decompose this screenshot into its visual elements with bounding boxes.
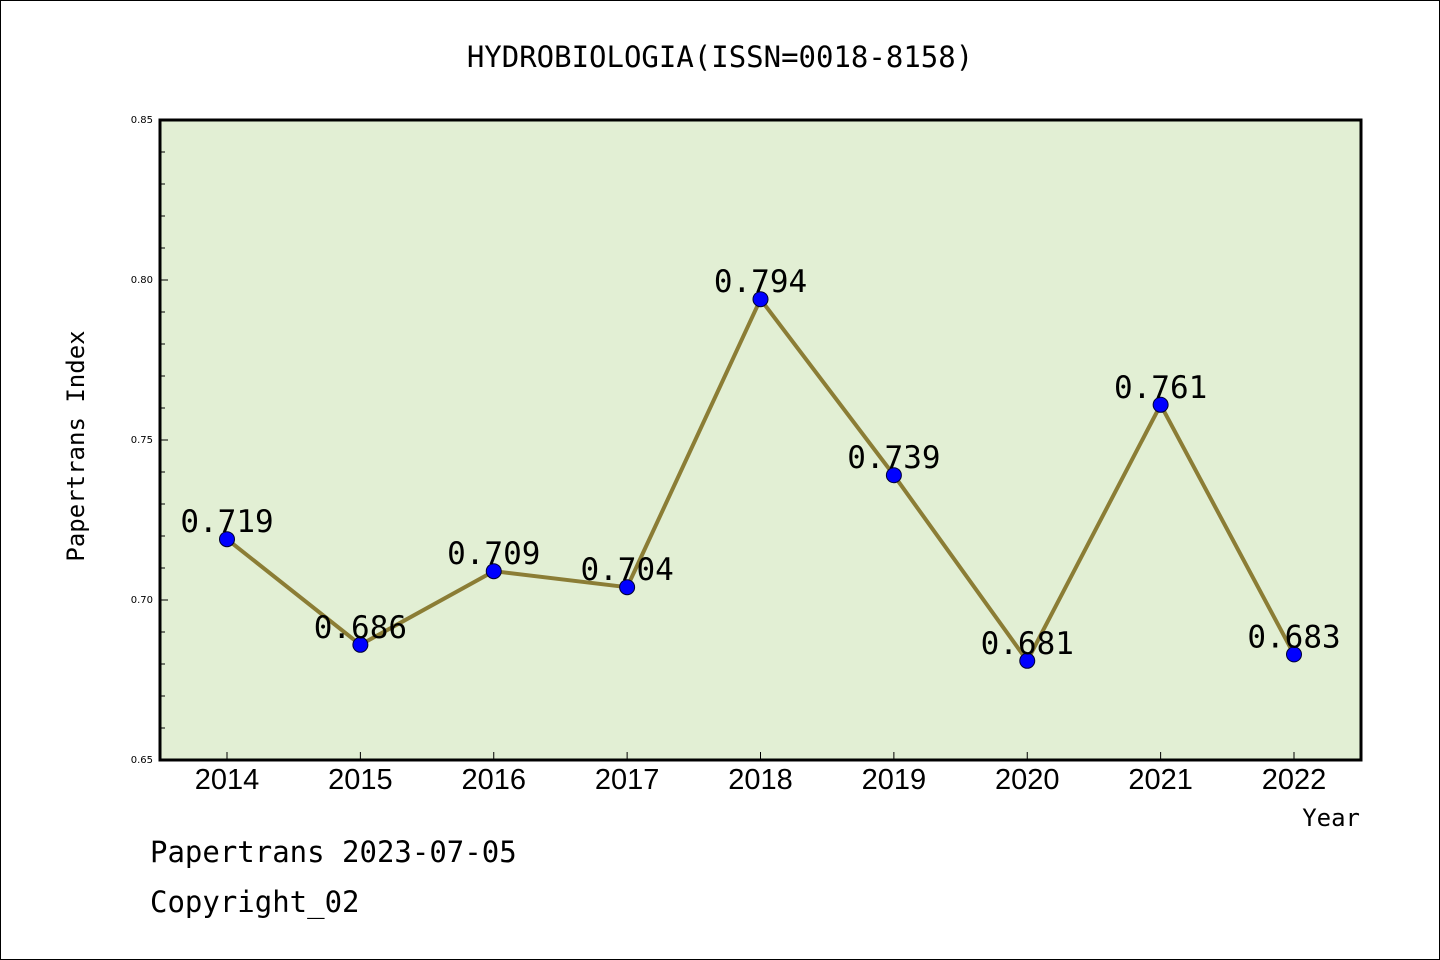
data-point	[752, 291, 769, 308]
data-point	[1019, 652, 1036, 669]
data-point	[1152, 396, 1169, 413]
data-point	[1286, 646, 1302, 663]
data-label: 0.709	[447, 536, 540, 572]
footer-date: Papertrans 2023-07-05	[150, 835, 517, 869]
plot-border	[158, 118, 1363, 762]
x-axis-label: Year	[1302, 804, 1360, 832]
data-point	[219, 531, 235, 548]
x-tick-label: 2018	[728, 764, 793, 796]
data-label: 0.739	[847, 440, 940, 476]
chart-title: HYDROBIOLOGIA(ISSN=0018-8158)	[467, 40, 973, 74]
data-label: 0.681	[981, 626, 1074, 662]
data-label: 0.761	[1114, 370, 1207, 406]
y-tick-label: 0.65	[131, 755, 153, 766]
series-group: 0.719 0.686 0.709 0.704 0.794 0.739 0.681 0.761…	[180, 264, 1341, 669]
data-label: 0.683	[1247, 619, 1340, 655]
y-tick-label: 0.75	[131, 435, 153, 446]
x-tick-label: 2022	[1262, 764, 1327, 796]
data-label: 0.719	[180, 504, 273, 540]
data-label: 0.686	[314, 610, 407, 646]
data-point	[352, 636, 369, 653]
footer-copyright: Copyright_02	[150, 885, 360, 919]
x-axis: 2014 2015 2016 2017 2018 2019 2020 2021 2022	[195, 752, 1327, 796]
x-tick-label: 2016	[461, 764, 526, 796]
data-label: 0.794	[714, 264, 807, 300]
data-label: 0.704	[580, 552, 673, 588]
x-tick-label: 2019	[862, 764, 927, 796]
x-tick-label: 2020	[995, 764, 1060, 796]
y-tick-label: 0.70	[131, 595, 153, 606]
y-tick-label: 0.85	[131, 115, 153, 126]
data-point	[485, 563, 502, 580]
data-point	[619, 579, 636, 596]
y-axis-label: Papertrans Index	[62, 330, 90, 561]
x-tick-label: 2015	[328, 764, 393, 796]
plot-area	[160, 120, 1361, 760]
x-tick-label: 2021	[1128, 764, 1193, 796]
y-tick-label: 0.80	[131, 275, 153, 286]
x-tick-label: 2014	[195, 764, 260, 796]
x-tick-label: 2017	[595, 764, 660, 796]
data-point	[885, 467, 902, 484]
